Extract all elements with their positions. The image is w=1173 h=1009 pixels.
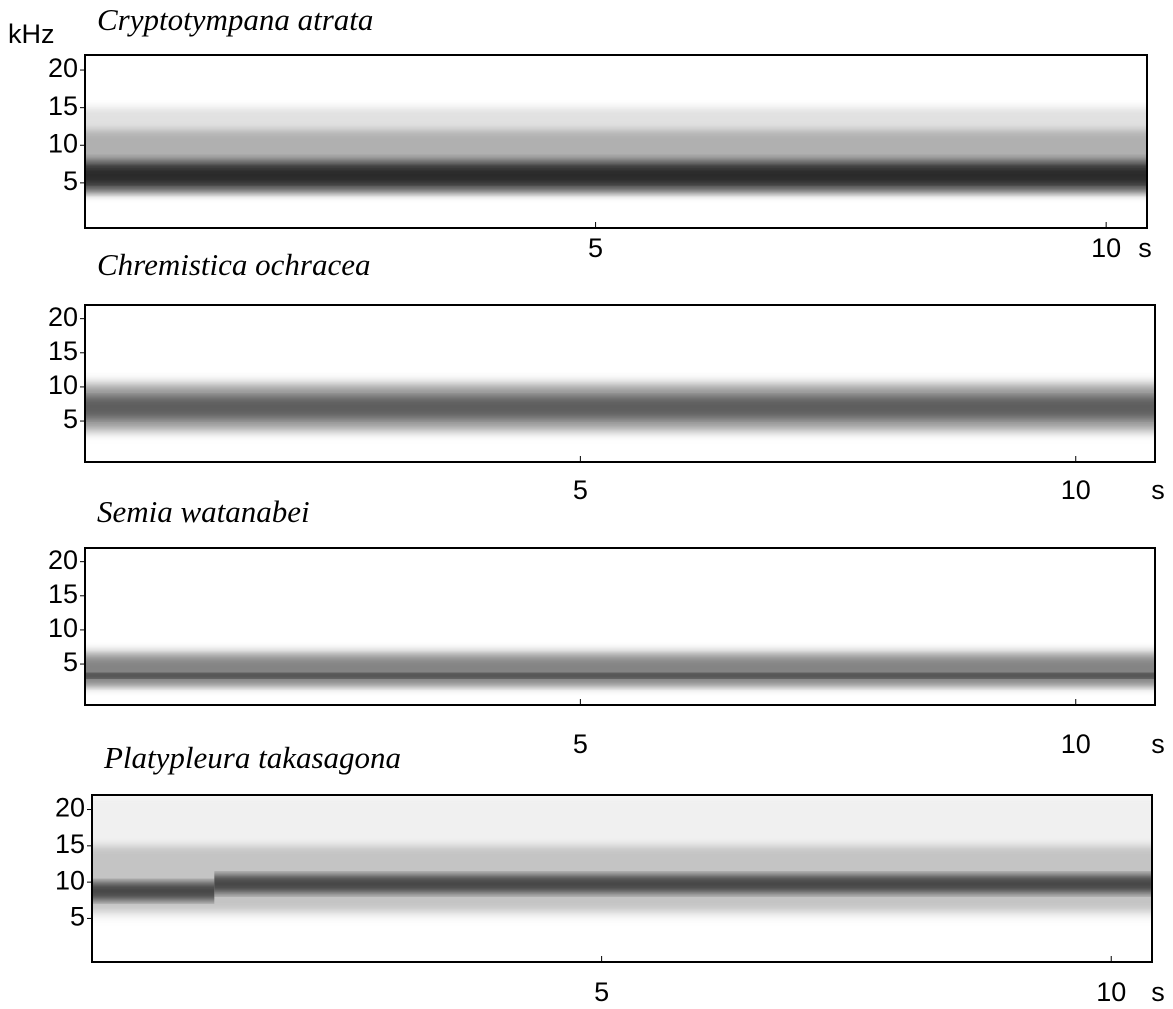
title: Semia watanabei [97, 494, 310, 529]
x-unit: s [1151, 729, 1165, 759]
spectrogram [85, 108, 1147, 195]
y-tick-label: 10 [48, 370, 78, 400]
y-tick-label: 20 [48, 545, 78, 575]
x-unit: s [1138, 233, 1152, 263]
x-tick-label: 5 [573, 729, 588, 759]
y-tick-label: 5 [70, 902, 85, 932]
spectrogram [85, 380, 1155, 435]
y-tick-label: 15 [55, 829, 85, 859]
spectrogram [85, 650, 1155, 688]
y-tick-label: 5 [63, 647, 78, 677]
figure: 5 10 15 20 5 10 Cryptotympana atrata s kHz 5 10 15 2… [0, 0, 1173, 1009]
y-tick-label: 15 [48, 579, 78, 609]
frequency-band [85, 657, 1155, 684]
y-tick-label: 10 [48, 128, 78, 158]
x-tick-label: 10 [1091, 233, 1121, 263]
x-tick-label: 10 [1061, 475, 1091, 505]
y-unit: kHz [8, 19, 55, 49]
x-tick-label: 10 [1096, 977, 1126, 1007]
y-tick-label: 15 [48, 91, 78, 121]
x-unit: s [1151, 977, 1165, 1007]
frequency-band [85, 168, 1147, 183]
x-unit: s [1151, 475, 1165, 505]
x-tick-label: 5 [588, 233, 603, 263]
y-tick-label: 5 [63, 166, 78, 196]
frequency-band [92, 882, 214, 900]
y-tick-label: 10 [48, 613, 78, 643]
title: Cryptotympana atrata [97, 2, 373, 37]
spectrogram [92, 795, 1152, 918]
x-tick-label: 5 [594, 977, 609, 1007]
y-tick-label: 20 [48, 302, 78, 332]
y-tick-label: 20 [55, 793, 85, 823]
y-tick-label: 5 [63, 404, 78, 434]
x-tick-label: 10 [1061, 729, 1091, 759]
frequency-band [85, 674, 1155, 678]
frequency-band [85, 397, 1155, 417]
y-tick-label: 20 [48, 53, 78, 83]
x-tick-label: 5 [573, 475, 588, 505]
frequency-band [214, 875, 1152, 893]
title: Chremistica ochracea [97, 247, 371, 282]
y-tick-label: 10 [55, 865, 85, 895]
title: Platypleura takasagona [103, 740, 401, 775]
y-tick-label: 15 [48, 336, 78, 366]
